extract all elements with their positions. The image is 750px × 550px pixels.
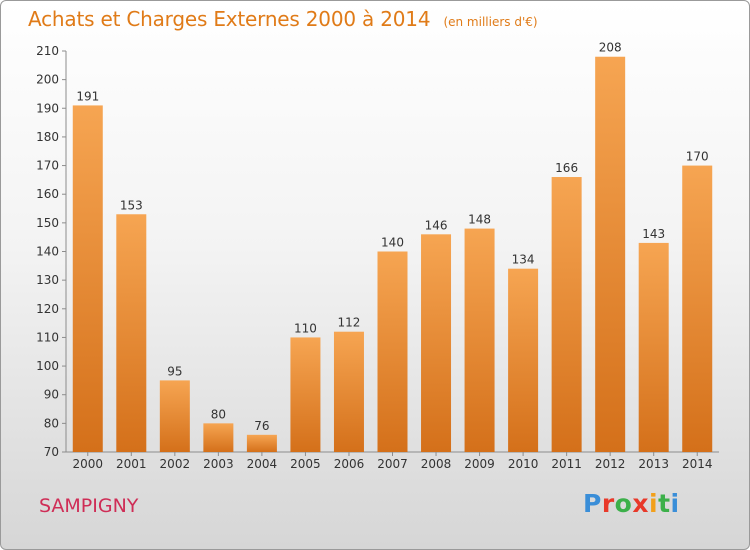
logo-letter: t <box>658 489 671 518</box>
x-tick-label: 2002 <box>160 457 191 471</box>
y-tick-label: 110 <box>36 330 59 344</box>
y-tick-label: 90 <box>44 388 59 402</box>
x-tick-label: 2005 <box>290 457 321 471</box>
bar-value-label: 140 <box>381 236 404 250</box>
bar <box>290 337 321 452</box>
x-tick-label: 2003 <box>203 457 234 471</box>
y-tick-label: 140 <box>36 245 59 259</box>
bar-value-label: 208 <box>599 41 622 55</box>
y-tick-label: 200 <box>36 73 59 87</box>
chart-labels: 191 2000 153 2001 95 2002 80 2003 76 2004 110 2005 1… <box>72 41 712 471</box>
x-tick-label: 2001 <box>116 457 147 471</box>
bar-value-label: 143 <box>642 227 665 241</box>
x-tick-label: 2013 <box>638 457 669 471</box>
x-tick-label: 2012 <box>595 457 626 471</box>
y-tick-label: 170 <box>36 159 59 173</box>
y-tick-label: 190 <box>36 101 59 115</box>
commune-name: SAMPIGNY <box>39 495 139 517</box>
x-tick-label: 2006 <box>334 457 365 471</box>
x-tick-label: 2011 <box>551 457 582 471</box>
bar <box>638 242 669 452</box>
bar <box>551 177 582 452</box>
bar-value-label: 134 <box>512 253 535 267</box>
bar <box>377 251 408 452</box>
bar-value-label: 95 <box>167 364 182 378</box>
bar-value-label: 191 <box>76 89 99 103</box>
proxiti-logo: Proxiti <box>583 489 680 518</box>
chart-axes: 70 80 90 100 110 120 130 140 150 160 170 180 190 200 2… <box>36 44 719 459</box>
bar-value-label: 76 <box>254 419 269 433</box>
bar <box>246 434 277 452</box>
bar <box>72 105 103 453</box>
x-tick-label: 2008 <box>421 457 452 471</box>
logo-letter: o <box>614 489 633 518</box>
y-tick-label: 100 <box>36 359 59 373</box>
bar-value-label: 153 <box>120 198 143 212</box>
bar <box>333 331 364 452</box>
y-tick-label: 130 <box>36 273 59 287</box>
chart-title-unit: (en milliers d'€) <box>443 15 538 29</box>
logo-letter: r <box>601 489 615 518</box>
logo-letter: i <box>649 489 659 518</box>
bar-value-label: 112 <box>338 316 361 330</box>
bar <box>508 268 539 452</box>
x-tick-label: 2010 <box>508 457 539 471</box>
bar-value-label: 148 <box>468 213 491 227</box>
bar <box>159 380 190 452</box>
logo-letter: x <box>632 489 649 518</box>
logo-letter: P <box>583 489 602 518</box>
bar <box>116 214 147 452</box>
chart-bars <box>72 56 713 453</box>
bar <box>203 423 234 452</box>
bar <box>464 228 495 452</box>
bar-value-label: 170 <box>686 150 709 164</box>
x-tick-label: 2007 <box>377 457 408 471</box>
x-tick-label: 2014 <box>682 457 713 471</box>
chart-title-main: Achats et Charges Externes 2000 à 2014 <box>28 7 431 31</box>
bar-value-label: 80 <box>211 407 226 421</box>
bar <box>682 165 713 453</box>
bar <box>421 234 452 452</box>
bar-value-label: 166 <box>555 161 578 175</box>
bar <box>595 56 626 452</box>
chart-title: Achats et Charges Externes 2000 à 2014 (… <box>28 7 538 31</box>
x-tick-label: 2009 <box>464 457 495 471</box>
bar-value-label: 146 <box>425 218 448 232</box>
y-tick-label: 120 <box>36 302 59 316</box>
y-tick-label: 150 <box>36 216 59 230</box>
y-tick-label: 160 <box>36 187 59 201</box>
bar-value-label: 110 <box>294 321 317 335</box>
y-tick-label: 80 <box>44 416 59 430</box>
logo-letter: i <box>670 489 680 518</box>
y-tick-label: 70 <box>44 445 59 459</box>
x-tick-label: 2004 <box>247 457 278 471</box>
y-tick-label: 210 <box>36 44 59 58</box>
x-tick-label: 2000 <box>72 457 103 471</box>
y-tick-label: 180 <box>36 130 59 144</box>
